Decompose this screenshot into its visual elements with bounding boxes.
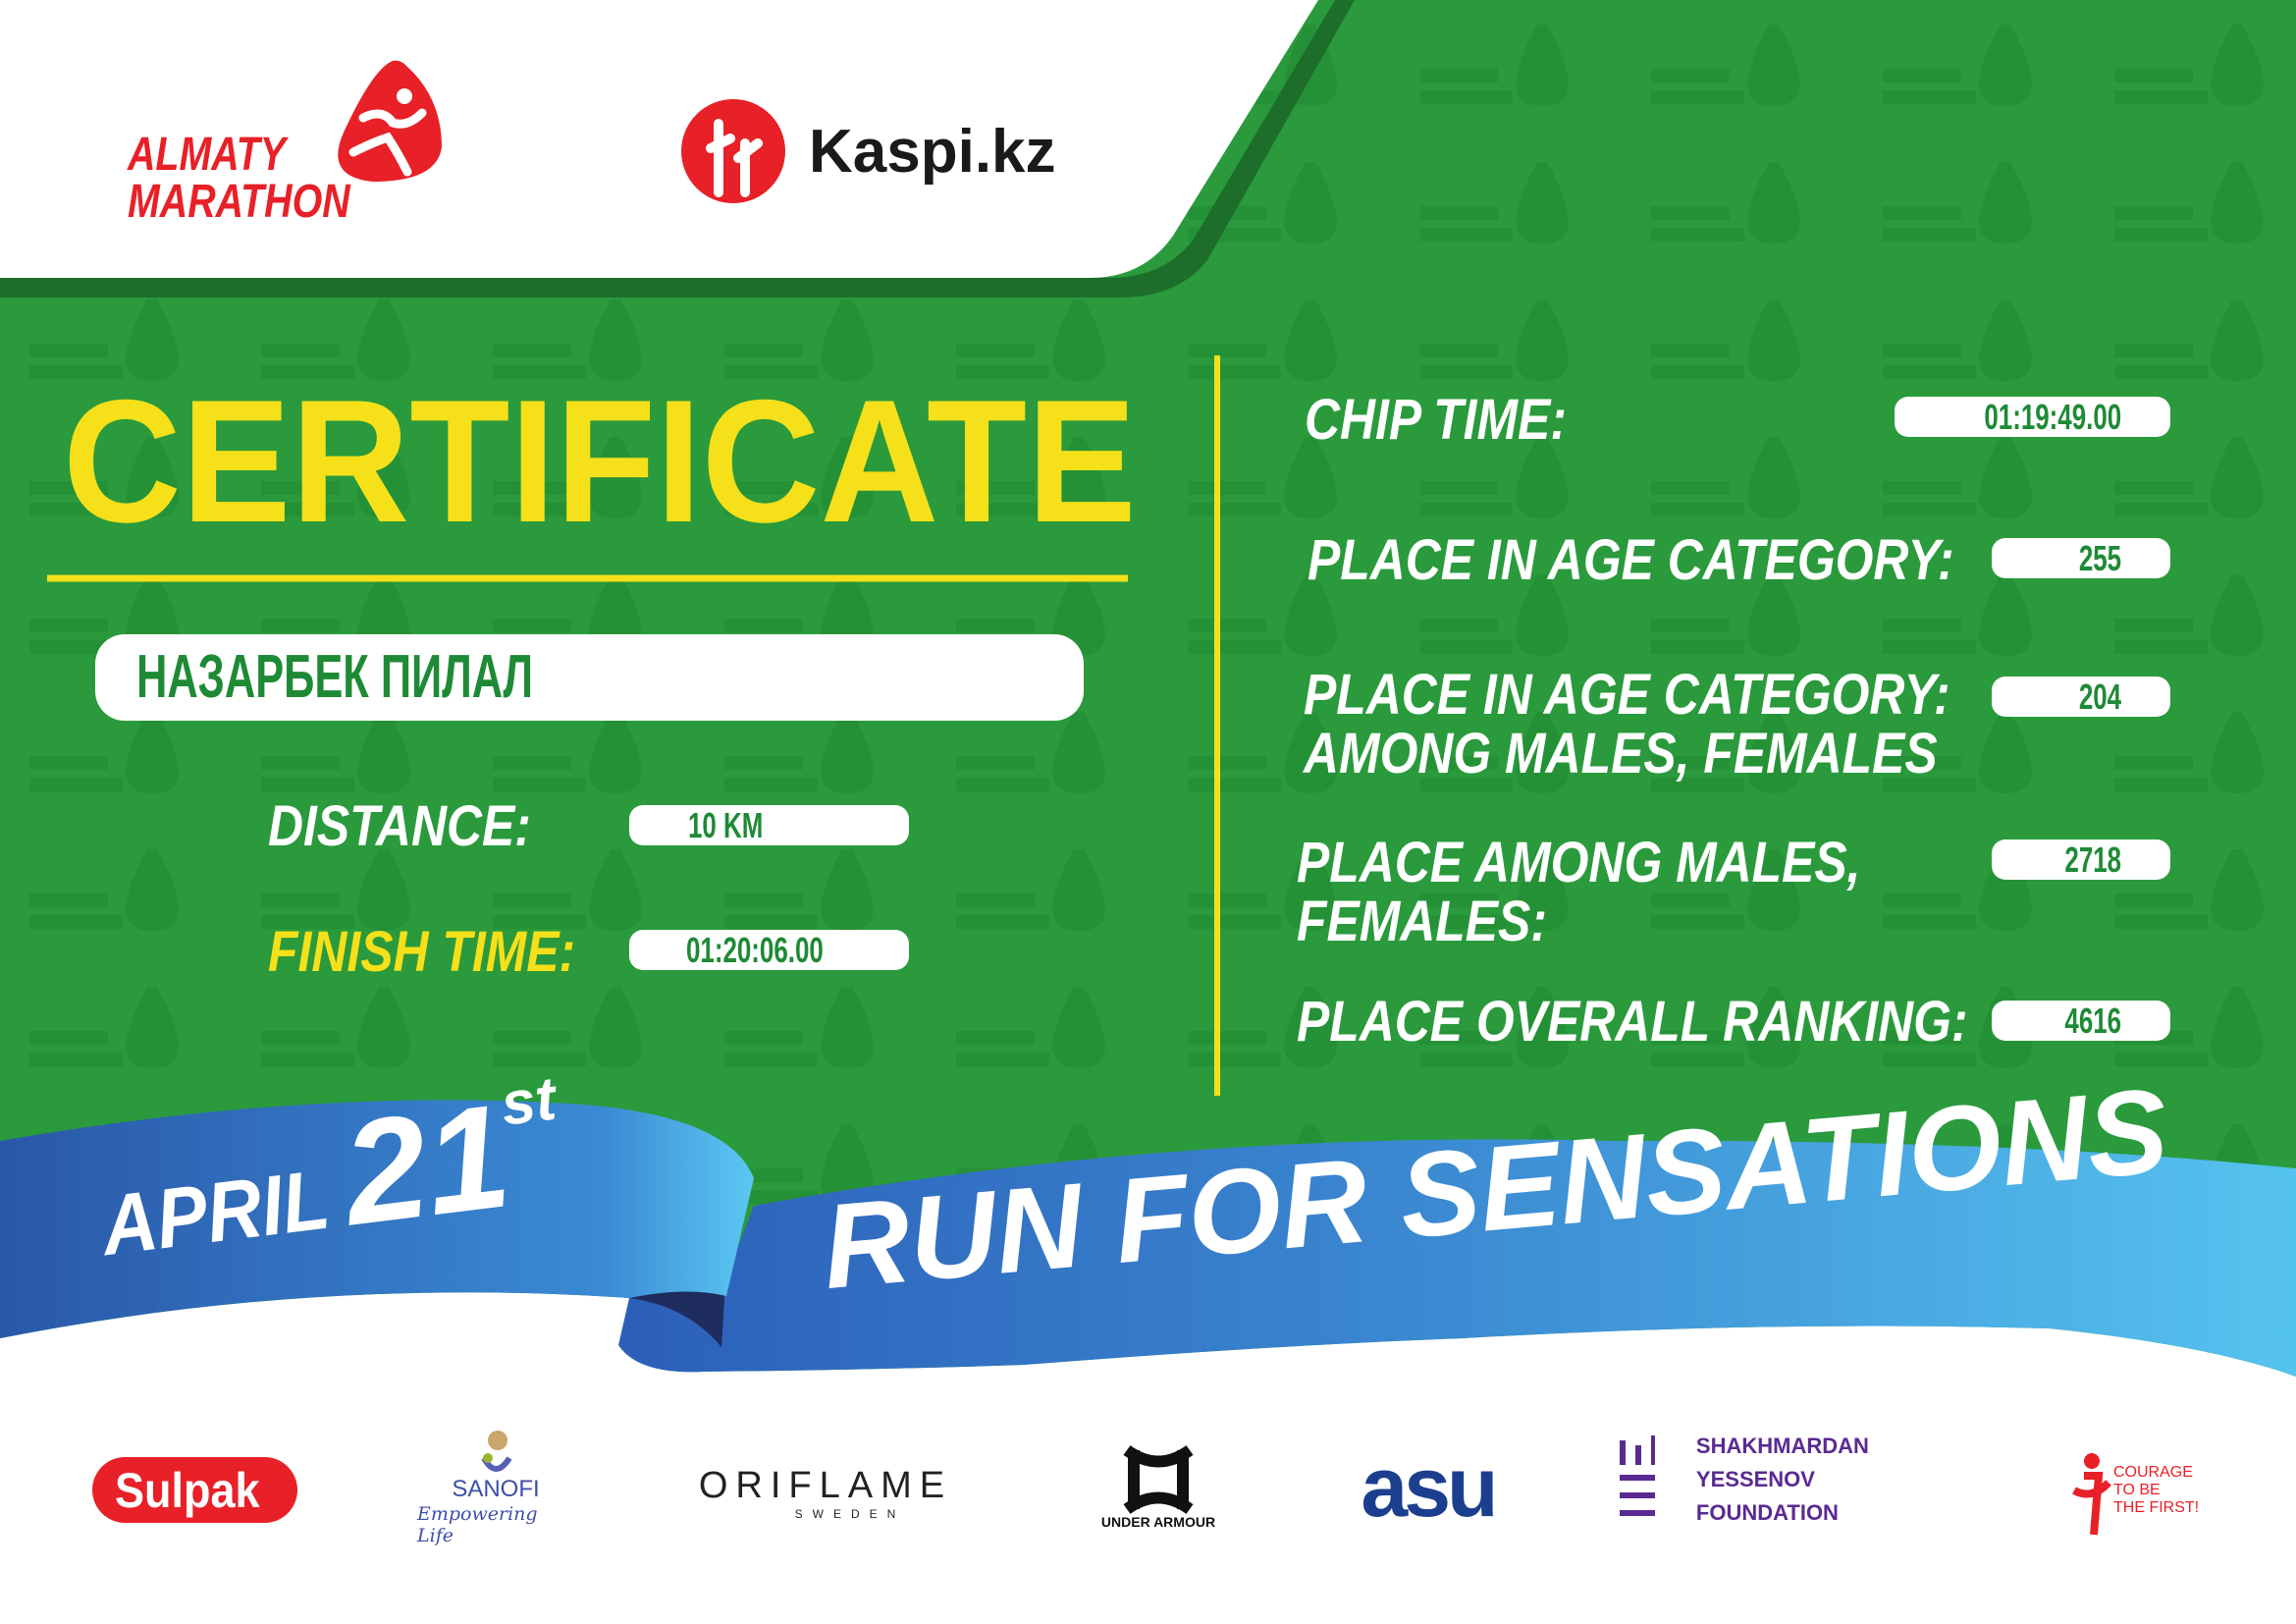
age-category-gender-value: 204 [1992,677,2170,717]
under-armour-icon [1123,1445,1194,1514]
overall-ranking-label: PLACE OVERALL RANKING: [1297,990,1968,1054]
oriflame-logo: ORIFLAME SWEDEN [698,1464,953,1521]
age-category-gender-label: PLACE IN AGE CATEGORY: AMONG MALES, FEMAL… [1304,663,1950,785]
overall-ranking-value: 4616 [1992,1001,2170,1041]
finish-time-value: 01:20:06.00 [629,930,909,970]
gender-place-label: PLACE AMONG MALES, FEMALES: [1297,831,1861,953]
finish-time-label: FINISH TIME: [268,920,576,984]
chip-time-label: CHIP TIME: [1305,388,1567,452]
yessenov-foundation-logo: SHAKHMARDAN YESSENOV FOUNDATION [1618,1434,1947,1525]
age-category-label: PLACE IN AGE CATEGORY: [1308,528,1954,592]
distance-value: 10 KM [629,805,909,845]
kaspi-icon [681,99,785,203]
chip-time-value: 01:19:49.00 [1895,397,2170,437]
distance-label: DISTANCE: [268,794,531,858]
ribbon-fold [0,1100,754,1338]
age-category-value: 255 [1992,538,2170,578]
certificate-title: CERTIFICATE [63,363,1137,559]
runner-drop-icon [338,60,442,182]
sanofi-logo: SANOFI Empowering Life [417,1429,574,1546]
participant-name-field: НАЗАРБЕК ПИЛАЛ [95,634,1084,721]
almaty-marathon-logo: ALMATY MARATHON [128,59,461,236]
sulpak-logo: Sulpak [92,1457,297,1523]
courage-figure-icon [2072,1452,2111,1535]
asu-logo: asu [1361,1439,1498,1535]
kaspi-logo: Kaspi.kz [681,99,1056,203]
sanofi-icon [481,1431,512,1472]
ribbon-band [618,1139,2296,1377]
gender-place-value: 2718 [1992,839,2170,880]
courage-fund-logo: COURAGE TO BE THE FIRST! [2055,1438,2212,1542]
under-armour-logo: UNDER ARMOUR [1075,1438,1242,1537]
yessenov-icon [1620,1435,1655,1516]
